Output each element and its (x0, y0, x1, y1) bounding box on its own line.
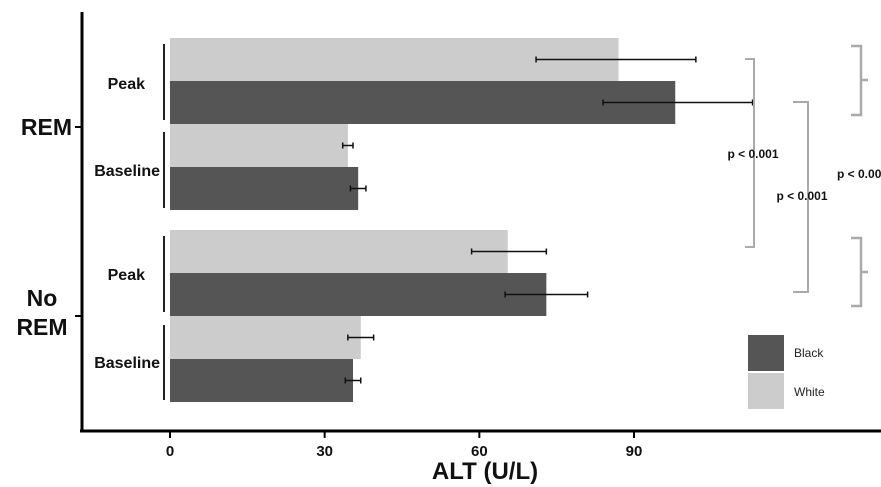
bars-layer (170, 38, 676, 402)
sig-bracket-3a (851, 44, 868, 117)
legend-label-white: White (794, 385, 825, 399)
bar-g1-s1-white (170, 316, 361, 359)
group-label-rem: REM (21, 114, 72, 140)
legend-swatch-black (748, 335, 784, 371)
sig-label-3: p < 0.00 (837, 167, 881, 181)
x-tick-label-90: 90 (626, 443, 643, 460)
error-bar-g0-s1-black (349, 185, 367, 192)
sig-bracket-3b (851, 236, 868, 308)
bar-g0-s1-black (170, 167, 359, 210)
legend-swatch-white (748, 373, 784, 409)
error-bar-g1-s1-white (347, 334, 375, 341)
bar-g1-s0-white (170, 230, 508, 273)
x-tick-label-30: 30 (316, 443, 333, 460)
subgroup-label-norem-baseline: Baseline (94, 355, 160, 372)
bar-g1-s1-black (170, 359, 354, 402)
sig-bracket-2 (793, 101, 809, 293)
group-label-no-rem-line2: REM (16, 314, 67, 340)
sig-label-1: p < 0.001 (727, 147, 778, 161)
bar-g1-s0-black (170, 273, 547, 316)
error-bar-g0-s1-white (341, 142, 354, 149)
subgroup-label-norem-peak: Peak (108, 267, 145, 284)
error-bar-g0-s0-white (535, 56, 697, 63)
error-bar-g0-s0-black (602, 99, 754, 106)
sig-label-2: p < 0.001 (776, 189, 827, 203)
sig-bracket-1 (745, 58, 755, 248)
error-bars-layer (341, 56, 754, 384)
bar-g0-s0-black (170, 81, 676, 124)
legend: Black White (748, 335, 825, 409)
error-bar-g1-s0-black (504, 291, 589, 298)
x-tick-label-60: 60 (471, 443, 488, 460)
error-bar-g1-s1-black (344, 377, 362, 384)
x-axis-title: ALT (U/L) (432, 458, 538, 485)
legend-label-black: Black (794, 346, 824, 360)
subgroup-label-rem-baseline: Baseline (94, 163, 160, 180)
x-tick-label-0: 0 (166, 443, 174, 460)
subgroup-label-rem-peak: Peak (108, 76, 145, 93)
x-ticks-layer: 0 30 60 90 (166, 431, 643, 460)
group-label-no-rem-line1: No (27, 285, 58, 311)
error-bar-g1-s0-white (470, 248, 548, 255)
bar-g0-s1-white (170, 124, 348, 167)
